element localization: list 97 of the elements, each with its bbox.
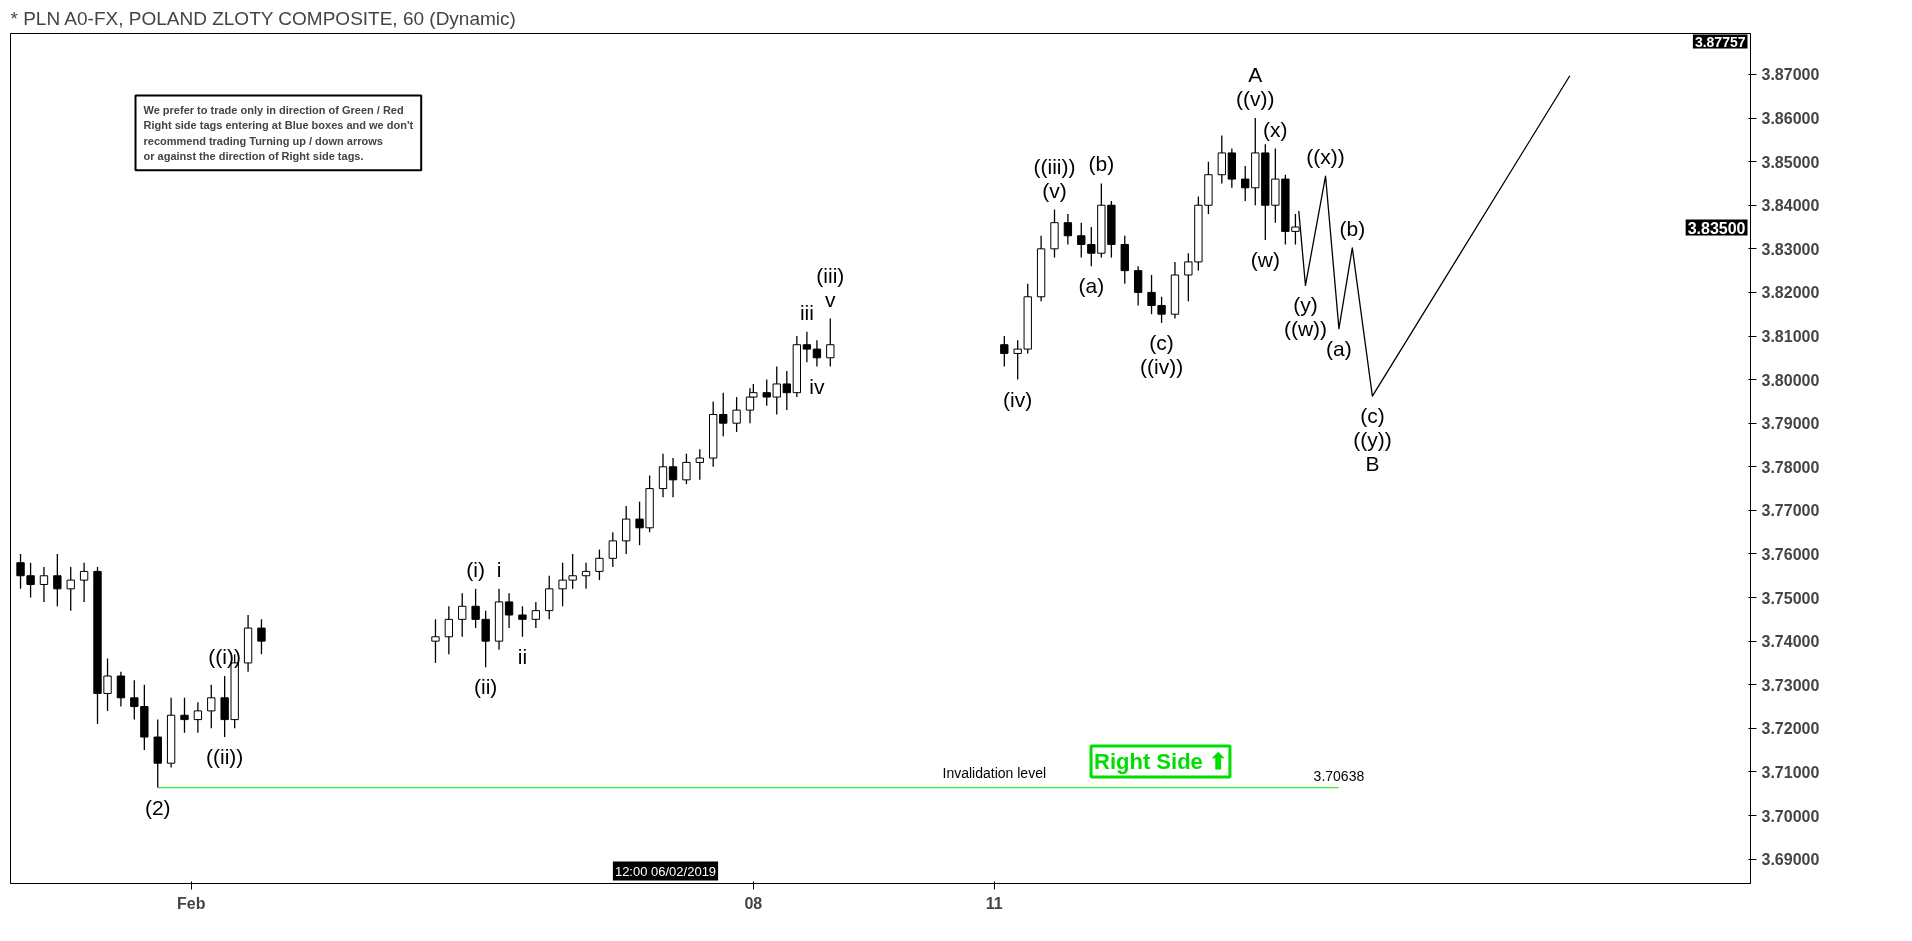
y-tick-label: 3.72000 [1761, 720, 1820, 738]
candlestick [732, 396, 741, 433]
y-tick-label: 3.75000 [1761, 589, 1820, 607]
candlestick [581, 562, 591, 590]
y-tick-label: 3.81000 [1761, 328, 1820, 346]
annotation: 3.83500 [1687, 219, 1746, 237]
annotation: v [825, 287, 837, 311]
y-tick-label: 3.82000 [1761, 284, 1820, 302]
x-tick-label: 11 [985, 894, 1003, 912]
candlestick [518, 605, 527, 638]
annotation: ((iv)) [1140, 354, 1184, 378]
annotation: (2) [144, 795, 171, 819]
y-tick-label: 3.84000 [1761, 197, 1820, 215]
candlestick [558, 562, 567, 607]
candlestick [79, 562, 89, 603]
annotation: ((y)) [1353, 428, 1392, 452]
annotation: (c) [1149, 330, 1174, 354]
y-tick-label: 3.83000 [1761, 240, 1820, 258]
candlestick [444, 605, 454, 655]
candlestick [116, 671, 126, 708]
annotation: (y) [1293, 293, 1318, 317]
candlestick [431, 618, 440, 664]
annotation: (iii) [816, 263, 845, 287]
y-tick-label: 3.76000 [1761, 545, 1820, 563]
candlestick [568, 553, 577, 590]
annotation: (b) [1088, 152, 1115, 176]
annotation: ((iii)) [1033, 154, 1076, 178]
y-tick-label: 3.71000 [1761, 763, 1820, 781]
y-tick-label: 3.80000 [1761, 371, 1820, 389]
annotation: (v) [1042, 178, 1067, 202]
annotation: Right Side ⬆ [1094, 749, 1227, 774]
candlestick [180, 697, 189, 734]
candlestick [812, 339, 822, 368]
annotation: ii [517, 644, 528, 668]
candlestick [622, 505, 631, 555]
annotation: ((ii)) [206, 745, 244, 769]
annotation: 3.87757 [1694, 33, 1746, 50]
candlestick [1133, 265, 1143, 307]
x-tick-label: 08 [744, 894, 763, 912]
candlestick [1000, 335, 1009, 368]
annotation: Invalidation level [942, 764, 1047, 781]
candlestick [53, 553, 62, 607]
candlestick [608, 531, 617, 568]
y-tick-label: 3.78000 [1761, 458, 1820, 476]
candlestick [66, 566, 75, 612]
annotation: ((x)) [1306, 145, 1345, 169]
annotation: We prefer to trade only in direction of Green / Red Right side tags entering at Blue boxes and we don't recommend trading Turning up / down arrows or against the direction of Right side tags. [143, 103, 414, 163]
candlestick [668, 457, 678, 498]
annotation: (ii) [474, 675, 498, 699]
candlestick [682, 453, 691, 485]
y-tick-label: 3.79000 [1761, 415, 1820, 433]
candlestick [39, 566, 49, 603]
chart-title: * PLN A0-FX, POLAND ZLOTY COMPOSITE, 60 (Dynamic) [10, 7, 516, 29]
annotation: (a) [1078, 274, 1105, 298]
annotation: ((v)) [1236, 87, 1275, 111]
y-tick-label: 3.69000 [1761, 851, 1820, 869]
candlestick [1013, 339, 1022, 381]
annotation: (c) [1360, 404, 1385, 428]
annotation: 12:00 06/02/2019 [614, 863, 717, 879]
annotation: A [1248, 63, 1263, 87]
annotation: (x) [1263, 117, 1288, 141]
annotation: ((i)) [208, 645, 241, 669]
candlestick [257, 618, 266, 655]
candlestick [745, 387, 755, 424]
annotation: i [496, 557, 502, 581]
candlestick [595, 548, 604, 581]
y-tick-label: 3.73000 [1761, 676, 1820, 694]
candlestick [193, 701, 203, 734]
annotation: (a) [1326, 336, 1352, 360]
y-tick-label: 3.77000 [1761, 502, 1820, 520]
candlestick [207, 684, 216, 729]
candlestick [802, 331, 812, 363]
annotation: (w) [1250, 248, 1280, 272]
candlestick [1217, 134, 1226, 185]
candlestick [545, 575, 554, 620]
y-tick-label: 3.70000 [1761, 807, 1820, 825]
annotation: (iv) [1003, 387, 1033, 411]
candlestick [658, 453, 668, 498]
annotation: iii [799, 300, 814, 324]
candlestick [531, 601, 541, 629]
y-tick-label: 3.86000 [1761, 110, 1820, 128]
candlestick [826, 317, 835, 368]
annotation: (i) [466, 557, 485, 581]
annotation: ((w)) [1283, 317, 1328, 341]
y-tick-label: 3.87000 [1761, 66, 1820, 84]
candlestick [695, 448, 704, 481]
candlestick [1063, 213, 1073, 246]
y-tick-label: 3.85000 [1761, 153, 1820, 171]
candlestick [1184, 252, 1193, 302]
candlestick [504, 592, 514, 629]
annotation: (b) [1339, 216, 1366, 240]
annotation: B [1365, 452, 1380, 476]
annotation: iv [809, 374, 826, 398]
annotation: 3.70638 [1313, 767, 1365, 784]
candlestick [458, 592, 467, 638]
y-tick-label: 3.74000 [1761, 633, 1820, 651]
x-tick-label: Feb [176, 894, 206, 912]
